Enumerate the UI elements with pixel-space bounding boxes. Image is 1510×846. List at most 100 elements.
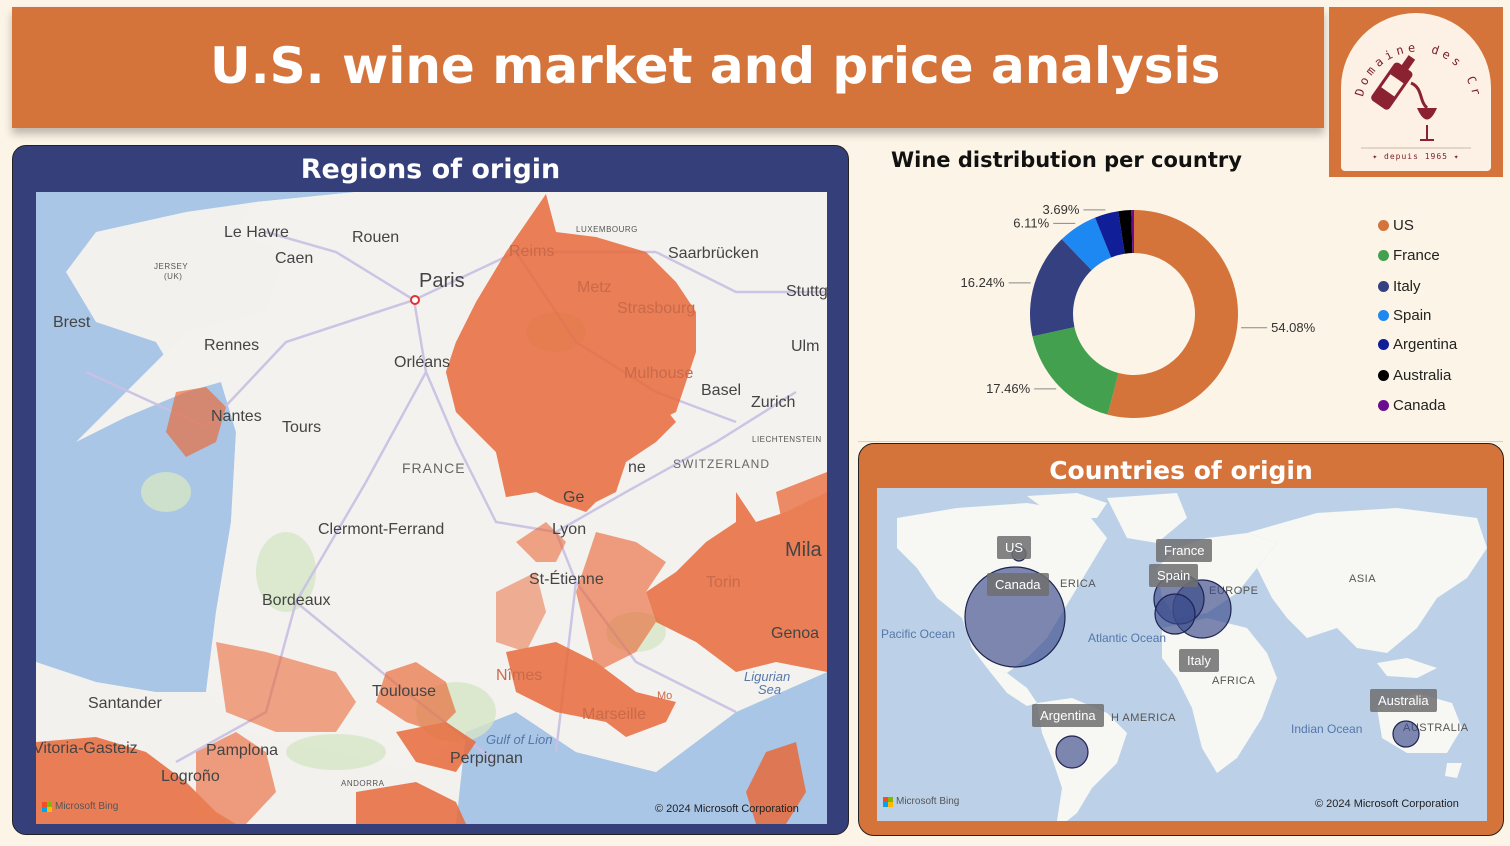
bing-logo: Microsoft Bing — [883, 796, 959, 807]
map-label: Ulm — [791, 338, 820, 355]
map-label: LIECHTENSTEIN — [752, 435, 822, 444]
map-label: (UK) — [164, 272, 183, 281]
svg-text:Domaine des Croix: Domaine des Croix — [1341, 13, 1484, 100]
map-label: Stuttg — [786, 283, 827, 300]
tooltip-australia: Australia — [1370, 689, 1437, 712]
map-label: AFRICA — [1212, 675, 1256, 687]
map-copyright: © 2024 Microsoft Corporation — [655, 803, 799, 815]
donut-slice-us[interactable] — [1107, 210, 1238, 418]
logo: Domaine des Croix ✦ depuis 1965 ✦ — [1329, 2, 1503, 177]
legend-dot-icon — [1378, 370, 1389, 381]
donut-slice-australia[interactable] — [1118, 210, 1133, 254]
world-map[interactable]: Pacific Ocean Atlantic Ocean Indian Ocea… — [877, 488, 1487, 821]
map-label: Clermont-Ferrand — [318, 521, 445, 538]
map-label: FRANCE — [402, 460, 466, 476]
data-label-france: 17.46% — [986, 381, 1031, 396]
donut-slice-spain[interactable] — [1061, 217, 1112, 271]
map-label: Pacific Ocean — [881, 627, 956, 641]
microsoft-logo-icon — [42, 801, 52, 812]
donut-chart[interactable]: 54.08% 17.46% 16.24% 6.11%3.69% — [950, 190, 1350, 430]
countries-title: Countries of origin — [1049, 456, 1313, 485]
donut-slice-france[interactable] — [1032, 327, 1119, 415]
map-label: Lyon — [552, 521, 587, 538]
legend-item-canada[interactable]: Canada — [1378, 397, 1446, 414]
map-label: ERICA — [1060, 578, 1097, 590]
wine-bottle-glass-icon: Domaine des Croix — [1335, 2, 1484, 149]
bubble-spain — [1154, 593, 1196, 635]
legend-label: Spain — [1393, 307, 1432, 324]
map-label: Tours — [282, 419, 322, 436]
map-label: Rennes — [204, 337, 260, 354]
data-label-italy: 16.24% — [961, 275, 1006, 290]
map-label: Santander — [88, 695, 162, 712]
legend-item-spain[interactable]: Spain — [1378, 307, 1431, 324]
legend-item-us[interactable]: US — [1378, 217, 1414, 234]
tooltip-france: France — [1156, 539, 1213, 562]
legend-label: Italy — [1393, 278, 1421, 295]
map-label: Zurich — [751, 394, 796, 411]
regions-map-shapes — [36, 192, 827, 824]
map-label: Logroño — [161, 768, 220, 785]
data-label-us: 54.08% — [1271, 320, 1316, 335]
legend-item-argentina[interactable]: Argentina — [1378, 336, 1457, 353]
countries-panel: Countries of origin — [858, 443, 1504, 836]
microsoft-logo-icon — [883, 796, 893, 807]
map-label: St-Étienne — [529, 571, 604, 588]
legend-dot-icon — [1378, 250, 1389, 261]
legend-dot-icon — [1378, 310, 1389, 321]
map-label: Orléans — [394, 354, 451, 371]
donut-slice-italy[interactable] — [1030, 239, 1092, 337]
map-label: Marseille — [582, 706, 647, 723]
legend-dot-icon — [1378, 339, 1389, 350]
map-label: ASIA — [1349, 573, 1377, 585]
legend-dot-icon — [1378, 400, 1389, 411]
donut-slice-canada[interactable] — [1131, 210, 1134, 254]
map-copyright: © 2024 Microsoft Corporation — [1315, 798, 1459, 810]
page-title: U.S. wine market and price analysis — [210, 37, 1221, 95]
map-label: Nantes — [211, 408, 262, 425]
legend-item-australia[interactable]: Australia — [1378, 367, 1451, 384]
map-label: Atlantic Ocean — [1088, 631, 1167, 645]
map-label: Genoa — [771, 625, 820, 642]
map-label: Paris — [419, 270, 465, 292]
map-label: Basel — [701, 382, 742, 399]
map-label: Caen — [275, 250, 314, 267]
map-label: Toulouse — [372, 683, 437, 700]
map-label: Torin — [706, 574, 741, 591]
tooltip-us: US — [997, 536, 1032, 559]
map-label: Brest — [53, 314, 91, 331]
map-label: H AMERICA — [1111, 712, 1177, 724]
map-label: Vitoria-Gasteiz — [36, 740, 138, 757]
header-banner: U.S. wine market and price analysis — [12, 7, 1324, 128]
map-label: Mo — [657, 690, 673, 702]
map-label: Pamplona — [206, 742, 279, 759]
map-label: SWITZERLAND — [673, 457, 771, 471]
map-label: LUXEMBOURG — [576, 225, 638, 234]
map-label: Saarbrücken — [668, 245, 759, 262]
map-label: Ligurian — [744, 669, 791, 684]
tooltip-italy: Italy — [1179, 649, 1219, 672]
map-label: Gulf of Lion — [486, 732, 553, 747]
map-label: Strasbourg — [617, 300, 696, 317]
legend-item-italy[interactable]: Italy — [1378, 278, 1421, 295]
map-label: ne — [628, 459, 646, 476]
regions-map[interactable]: Le Havre Rouen Caen JERSEY (UK) Paris Br… — [36, 192, 827, 824]
bing-text: Microsoft Bing — [55, 801, 119, 812]
map-label: Mila — [785, 539, 822, 561]
map-label: Rouen — [352, 229, 400, 246]
paris-marker-icon — [410, 295, 420, 305]
bing-logo: Microsoft Bing — [42, 801, 118, 812]
map-label: Reims — [509, 243, 555, 260]
tooltip-spain: Spain — [1149, 564, 1199, 587]
data-label-argentina: 3.69% — [1043, 202, 1080, 217]
legend-item-france[interactable]: France — [1378, 247, 1440, 264]
donut-slice-argentina[interactable] — [1095, 211, 1125, 258]
map-label: AUSTRALIA — [1403, 722, 1469, 734]
bubble-argentina — [1055, 735, 1089, 769]
legend-label: Australia — [1393, 367, 1452, 384]
map-label: ANDORRA — [341, 779, 385, 788]
legend-dot-icon — [1378, 220, 1389, 231]
map-label: Ge — [563, 489, 585, 506]
regions-panel: Regions of origin — [12, 145, 849, 835]
map-label: Metz — [577, 279, 612, 296]
